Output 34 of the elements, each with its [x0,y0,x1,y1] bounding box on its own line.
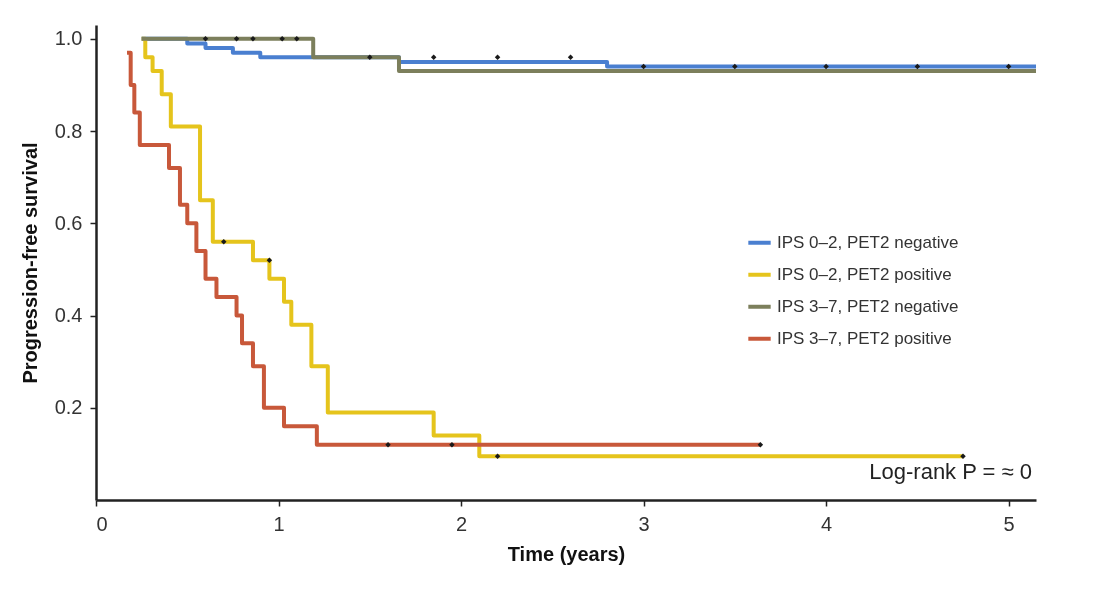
y-axis-title: Progression-free survival [18,142,41,384]
point [430,54,437,61]
point [494,54,501,61]
point [233,36,240,42]
point [732,63,738,70]
y-tick-label: 0.4 [54,304,83,327]
y-tick-label: 0.8 [54,119,83,142]
point [367,54,373,61]
y-tick-label: 1.0 [54,27,83,50]
x-tick-label: 1 [273,512,285,535]
point [279,36,285,42]
x-axis-title: Time (years) [507,542,626,565]
x-tick-label: 2 [455,512,468,535]
point [221,239,227,245]
legend-label: IPS 3–7, PET2 negative [777,296,959,316]
point [266,257,273,263]
point [494,453,501,459]
y-tick-label: 0.2 [54,396,83,419]
point [294,36,300,42]
annotation: Log-rank P = ≈ 0 [869,459,1032,484]
legend-label: IPS 3–7, PET2 positive [777,328,952,348]
x-tick-label: 5 [1003,512,1015,535]
point [385,441,391,448]
point [449,441,455,448]
legend-label: IPS 0–2, PET2 positive [777,264,952,284]
x-tick-label: 3 [638,512,650,535]
point [757,441,764,448]
x-tick-label: 4 [821,512,833,535]
point [823,63,829,70]
y-tick-label: 0.6 [54,211,83,234]
point [202,36,209,42]
x-tick-label: 0 [96,512,108,535]
legend-label: IPS 0–2, PET2 negative [777,232,959,252]
point [567,54,574,61]
